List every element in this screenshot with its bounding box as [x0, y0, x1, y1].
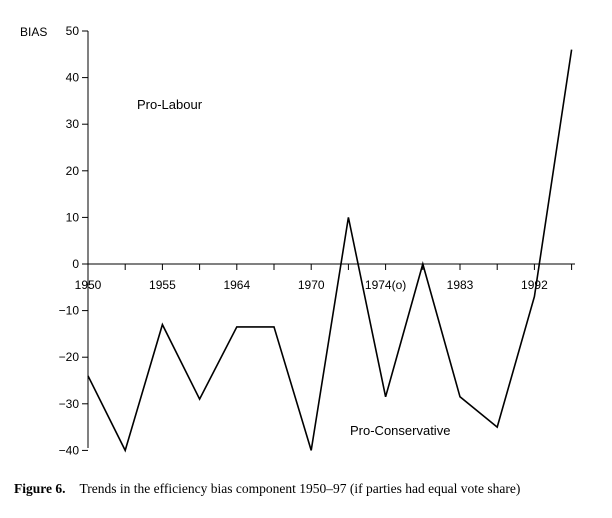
y-tick-label: 20 [66, 164, 80, 178]
figure-caption: Figure 6. Trends in the efficiency bias c… [14, 481, 604, 497]
y-tick-label: 50 [66, 24, 80, 38]
y-tick-label: 10 [66, 210, 80, 224]
y-tick-label: −10 [59, 304, 80, 318]
x-ticks: 1950 1955 1964 1970 1974(o) 1983 1992 [75, 264, 573, 292]
y-tick-label: 30 [66, 117, 80, 131]
y-tick-label: −30 [59, 397, 80, 411]
pro-labour-annotation: Pro-Labour [137, 97, 203, 112]
x-tick-label: 1983 [447, 278, 474, 292]
x-tick-label: 1970 [298, 278, 325, 292]
y-ticks: 50 40 30 20 10 0 −10 −20 −30 −40 [59, 24, 88, 457]
bias-series-line [87, 49, 573, 453]
figure-caption-text: Trends in the efficiency bias component … [79, 481, 521, 496]
y-tick-label: 0 [72, 257, 79, 271]
y-tick-label: −20 [59, 350, 80, 364]
figure-label: Figure 6. [14, 481, 66, 496]
y-axis-label: BIAS [20, 25, 47, 39]
x-tick-label: 1955 [149, 278, 176, 292]
x-tick-label: 1974(o) [365, 278, 406, 292]
x-tick-label: 1950 [75, 278, 102, 292]
pro-conservative-annotation: Pro-Conservative [350, 423, 450, 438]
x-tick-label: 1992 [521, 278, 548, 292]
y-tick-label: −40 [59, 443, 80, 457]
y-tick-label: 40 [66, 71, 80, 85]
x-tick-label: 1964 [223, 278, 250, 292]
